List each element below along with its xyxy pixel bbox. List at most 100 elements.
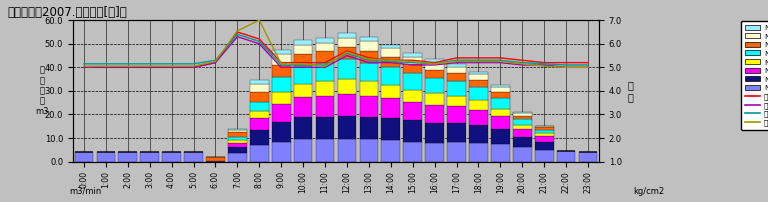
Bar xyxy=(359,81,378,96)
Bar xyxy=(535,150,554,162)
Bar xyxy=(491,144,510,162)
Bar xyxy=(272,92,290,104)
Bar xyxy=(469,80,488,87)
Text: kg/cm2: kg/cm2 xyxy=(634,187,664,196)
Bar xyxy=(206,161,225,162)
Bar xyxy=(382,67,400,85)
Bar xyxy=(447,123,466,142)
Bar xyxy=(469,125,488,143)
Bar xyxy=(447,67,466,73)
Bar xyxy=(338,47,356,59)
Bar xyxy=(338,139,356,162)
Bar xyxy=(250,130,269,145)
Bar xyxy=(228,140,247,143)
Bar xyxy=(403,64,422,73)
Bar xyxy=(382,45,400,48)
Bar xyxy=(382,57,400,67)
Bar xyxy=(250,145,269,162)
Bar xyxy=(338,95,356,116)
Bar xyxy=(491,85,510,87)
Bar xyxy=(228,129,247,130)
Bar xyxy=(425,78,444,93)
Legend: No.7(KST37AC予備), No.8(KST55ACE), No.6(KST37AC-6), No.5(KST37AC-6), No.4(KST37A-6: No.7(KST37AC予備), No.8(KST55ACE), No.6(KS… xyxy=(741,21,768,130)
Bar xyxy=(491,87,510,92)
Bar xyxy=(513,119,531,125)
Bar xyxy=(403,73,422,90)
Bar xyxy=(294,40,313,45)
Bar xyxy=(272,54,290,65)
Bar xyxy=(469,87,488,100)
Bar xyxy=(228,132,247,137)
Bar xyxy=(184,152,203,162)
Bar xyxy=(359,96,378,117)
Bar xyxy=(513,129,531,137)
Bar xyxy=(118,152,137,162)
Bar xyxy=(557,151,575,162)
Bar xyxy=(513,125,531,129)
Bar xyxy=(535,127,554,130)
Bar xyxy=(382,85,400,98)
Bar xyxy=(272,142,290,162)
Bar xyxy=(579,152,598,162)
Bar xyxy=(469,74,488,80)
Bar xyxy=(250,84,269,92)
Bar xyxy=(359,63,378,81)
Bar xyxy=(513,113,531,116)
Bar xyxy=(316,51,334,63)
Text: （測定日：2007.２．１　[木]）: （測定日：2007.２．１ [木]） xyxy=(8,6,127,19)
Bar xyxy=(162,152,181,162)
Bar xyxy=(403,57,422,64)
Bar xyxy=(447,96,466,106)
Bar xyxy=(294,45,313,54)
Bar xyxy=(535,126,554,127)
Bar xyxy=(250,102,269,111)
Bar xyxy=(425,123,444,143)
Bar xyxy=(272,122,290,142)
Bar xyxy=(469,143,488,162)
Bar xyxy=(403,53,422,57)
Bar xyxy=(491,92,510,98)
Bar xyxy=(447,73,466,81)
Y-axis label: 圧
力: 圧 力 xyxy=(627,80,634,102)
Bar xyxy=(425,70,444,78)
Bar xyxy=(359,117,378,139)
Bar xyxy=(513,112,531,113)
Bar xyxy=(425,93,444,105)
Bar xyxy=(294,54,313,66)
Bar xyxy=(469,110,488,125)
Bar xyxy=(206,157,225,161)
Bar xyxy=(535,136,554,142)
Bar xyxy=(338,38,356,47)
Bar xyxy=(228,137,247,140)
Bar xyxy=(294,97,313,117)
Bar xyxy=(338,59,356,79)
Bar xyxy=(359,41,378,51)
Bar xyxy=(403,142,422,162)
Bar xyxy=(338,79,356,95)
Bar xyxy=(272,104,290,122)
Bar xyxy=(272,77,290,92)
Bar xyxy=(228,147,247,153)
Bar xyxy=(382,118,400,140)
Bar xyxy=(447,64,466,67)
Bar xyxy=(513,147,531,162)
Bar xyxy=(425,59,444,63)
Bar xyxy=(228,153,247,162)
Bar xyxy=(447,81,466,96)
Bar xyxy=(382,140,400,162)
Bar xyxy=(141,152,159,162)
Bar xyxy=(272,65,290,77)
Bar xyxy=(513,116,531,119)
Bar xyxy=(491,109,510,116)
Bar xyxy=(535,142,554,150)
Bar xyxy=(403,120,422,142)
Bar xyxy=(272,50,290,54)
Bar xyxy=(469,100,488,110)
Bar xyxy=(316,38,334,43)
Bar xyxy=(425,143,444,162)
Bar xyxy=(535,133,554,136)
Bar xyxy=(403,101,422,120)
Text: m3/min: m3/min xyxy=(69,187,101,196)
Bar xyxy=(294,66,313,84)
Bar xyxy=(425,63,444,70)
